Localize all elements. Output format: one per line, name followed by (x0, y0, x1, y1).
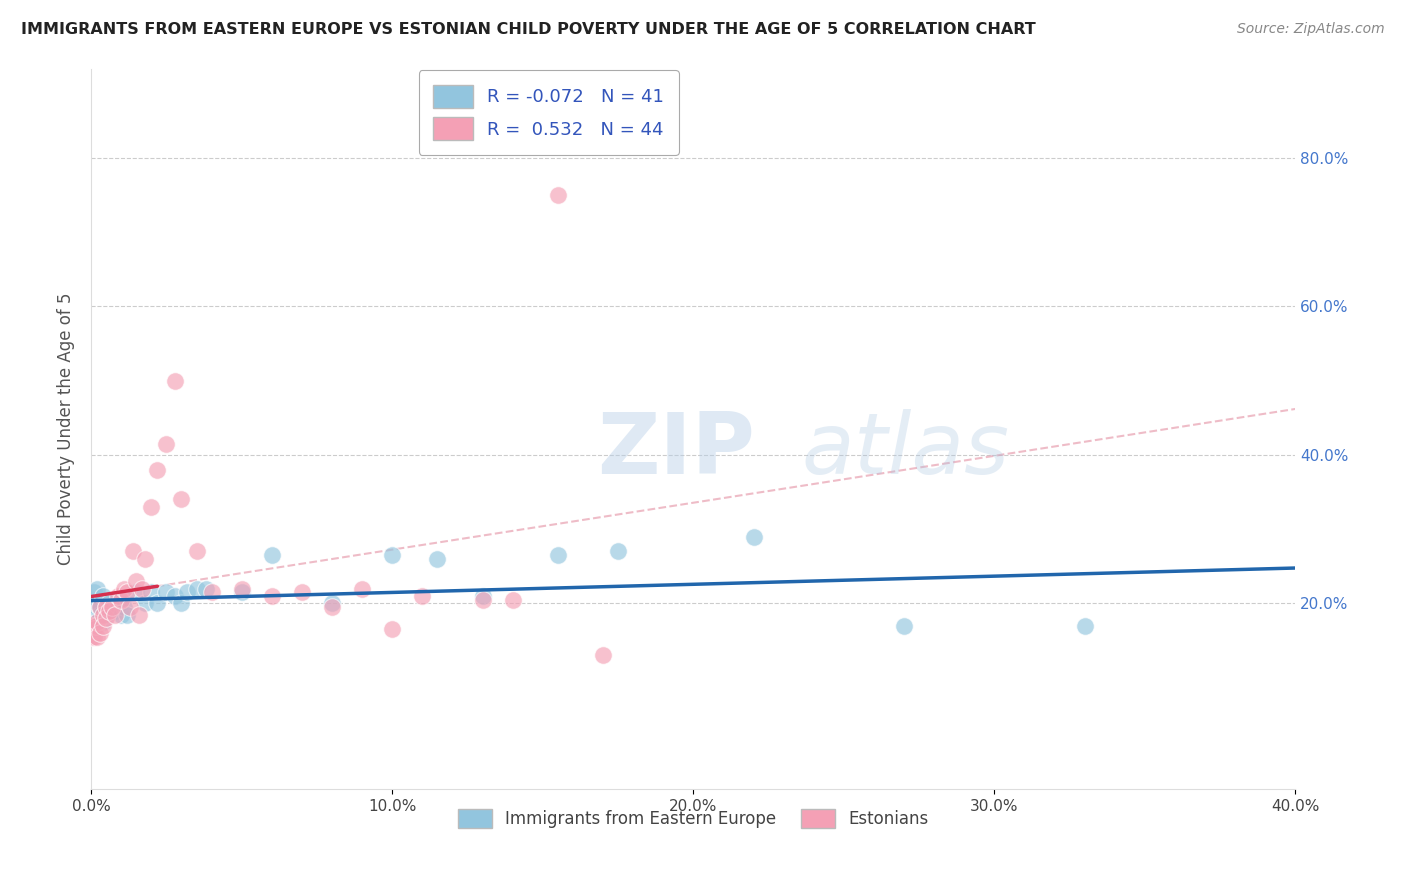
Point (411, 589, 433, 603)
Point (321, 600, 343, 615)
Point (86, 615, 108, 629)
Point (155, 585, 177, 599)
Point (165, 374, 187, 388)
Point (146, 463, 169, 477)
Point (155, 436, 177, 450)
Point (125, 574, 148, 589)
Point (194, 582, 217, 596)
Point (83, 585, 105, 599)
Point (82, 619, 104, 633)
Point (107, 589, 129, 603)
Point (291, 585, 314, 599)
Text: Source: ZipAtlas.com: Source: ZipAtlas.com (1237, 22, 1385, 37)
Point (607, 544, 630, 558)
Point (112, 600, 135, 615)
Point (82, 600, 104, 615)
Point (91, 589, 114, 603)
Point (146, 597, 169, 611)
Point (89, 626, 111, 640)
Point (104, 604, 127, 618)
Point (260, 589, 283, 603)
Point (101, 600, 124, 615)
Point (260, 548, 283, 562)
Point (120, 600, 142, 615)
Point (84, 611, 107, 625)
Point (83, 630, 105, 644)
Point (96, 600, 118, 615)
Point (381, 548, 404, 562)
Point (122, 544, 145, 558)
Point (170, 597, 193, 611)
Point (96, 611, 118, 625)
Point (86, 582, 108, 596)
Point (89, 607, 111, 622)
Point (471, 589, 494, 603)
Point (96, 607, 118, 622)
Point (742, 530, 765, 544)
Point (134, 552, 156, 566)
Point (231, 585, 253, 599)
Point (352, 582, 374, 596)
Point (426, 552, 449, 566)
Point (84, 619, 107, 633)
Point (110, 592, 132, 607)
Point (83, 623, 105, 637)
Point (134, 597, 156, 611)
Point (117, 585, 139, 599)
Point (112, 582, 135, 596)
Point (104, 607, 127, 622)
Point (592, 648, 614, 663)
Point (91, 615, 114, 629)
Point (231, 582, 253, 596)
Y-axis label: Child Poverty Under the Age of 5: Child Poverty Under the Age of 5 (58, 293, 75, 566)
Point (98, 597, 121, 611)
Point (131, 582, 153, 596)
Point (128, 607, 150, 622)
Point (86, 597, 108, 611)
Legend: Immigrants from Eastern Europe, Estonians: Immigrants from Eastern Europe, Estonian… (451, 803, 935, 835)
Point (1073, 619, 1095, 633)
Point (107, 597, 129, 611)
Point (91, 607, 114, 622)
Point (110, 607, 132, 622)
Point (893, 619, 915, 633)
Point (547, 548, 569, 562)
Point (83, 604, 105, 618)
Point (381, 623, 404, 637)
Point (110, 597, 132, 611)
Point (101, 600, 124, 615)
Point (186, 544, 208, 558)
Point (321, 597, 343, 611)
Point (200, 585, 222, 599)
Point (502, 592, 524, 607)
Point (125, 585, 148, 599)
Point (86, 630, 108, 644)
Point (89, 600, 111, 615)
Point (471, 592, 494, 607)
Point (141, 585, 163, 599)
Text: IMMIGRANTS FROM EASTERN EUROPE VS ESTONIAN CHILD POVERTY UNDER THE AGE OF 5 CORR: IMMIGRANTS FROM EASTERN EUROPE VS ESTONI… (21, 22, 1036, 37)
Text: ZIP: ZIP (598, 409, 755, 492)
Point (141, 500, 163, 514)
Text: atlas: atlas (801, 409, 1010, 492)
Point (170, 492, 193, 507)
Point (98, 604, 121, 618)
Point (89, 600, 111, 615)
Point (91, 619, 114, 633)
Point (117, 607, 139, 622)
Point (165, 589, 187, 603)
Point (80, 630, 103, 644)
Point (547, 187, 569, 202)
Point (176, 585, 198, 599)
Point (96, 600, 118, 615)
Point (186, 582, 208, 596)
